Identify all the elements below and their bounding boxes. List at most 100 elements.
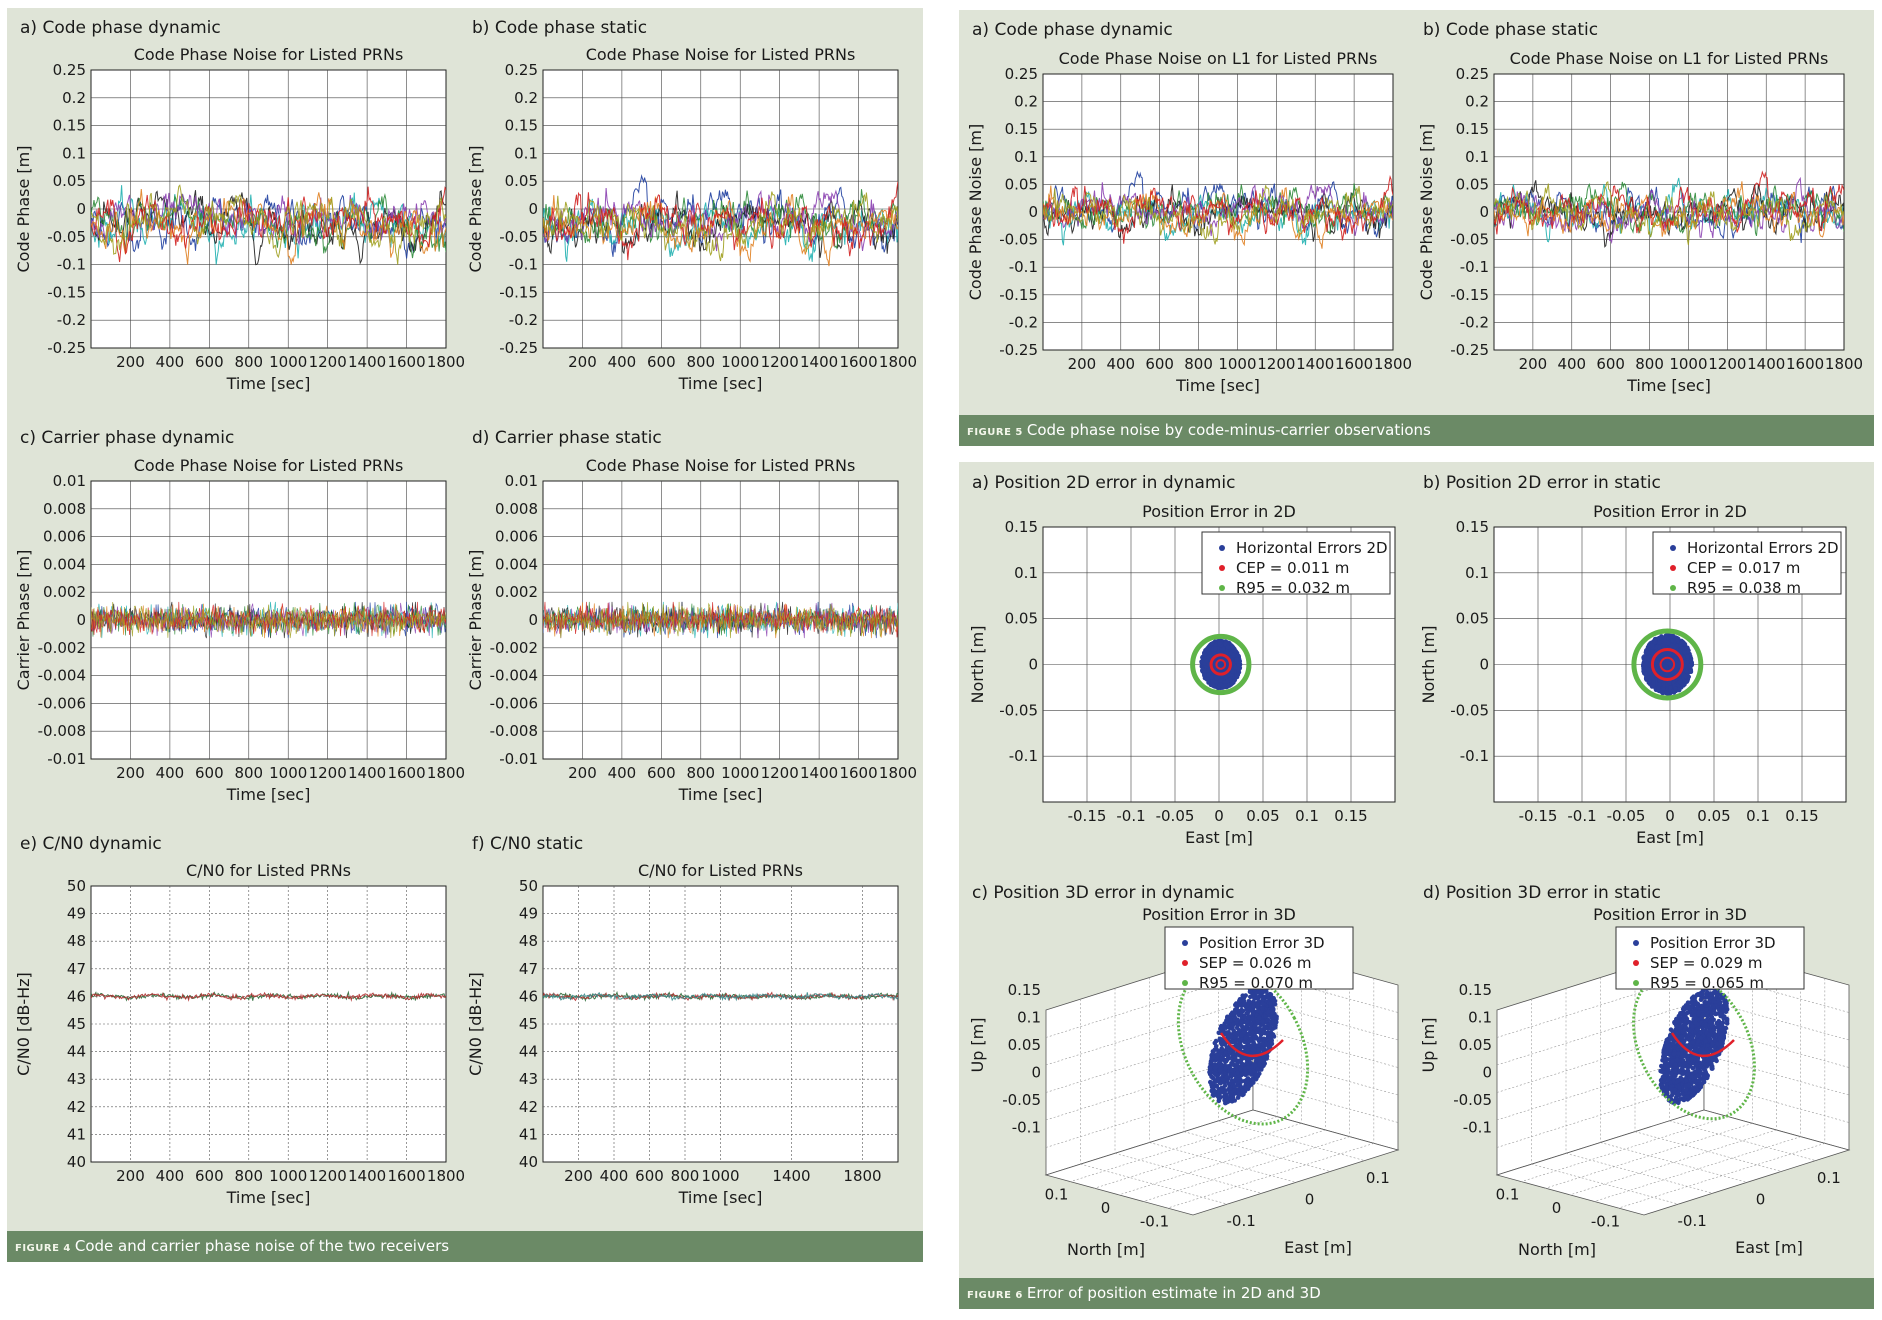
f4d-series-group — [543, 601, 898, 639]
figure4-caption: FIGURE 4 Code and carrier phase noise of … — [7, 1231, 923, 1262]
f6c-point — [1235, 1070, 1240, 1076]
f6a-xtick: -0.1 — [1116, 807, 1145, 825]
f6c-point — [1263, 1024, 1268, 1030]
f4a-xlabel: Time [sec] — [226, 374, 311, 393]
f6d-grid — [1634, 1131, 1783, 1172]
f6c-point — [1246, 1015, 1251, 1020]
f4c-ytick: 0.002 — [43, 583, 86, 601]
f4c-ytick: -0.002 — [38, 639, 86, 657]
f5b-chart: 0.250.20.150.10.050-0.05-0.1-0.15-0.2-0.… — [1417, 49, 1863, 395]
f6b-xtick: -0.05 — [1607, 807, 1646, 825]
f6c-point — [1247, 989, 1253, 994]
f5b-ytick: 0.25 — [1456, 65, 1489, 83]
f5a-ytick: -0.1 — [1009, 258, 1038, 276]
f6d-grid — [1565, 1153, 1714, 1194]
f4d-subtitle: d) Carrier phase static — [472, 428, 662, 448]
f6d-error-cloud — [1658, 984, 1730, 1106]
f6a-xtick: 0 — [1214, 807, 1224, 825]
f6a-legend-item: Horizontal Errors 2D — [1236, 539, 1388, 557]
f4a-ytick: 0.1 — [62, 144, 86, 162]
f4c-series-7 — [91, 601, 446, 637]
f6c-point — [1261, 1036, 1267, 1042]
f5b-series-7 — [1494, 170, 1844, 235]
f4f-ytick: 48 — [519, 932, 538, 950]
f4b-xlabel: Time [sec] — [678, 374, 763, 393]
f4a-ytick: -0.1 — [57, 256, 86, 274]
f6c-point — [1232, 1009, 1238, 1015]
f6c-point — [1230, 1095, 1236, 1100]
f6b-point — [1673, 656, 1679, 662]
f6c-point — [1240, 1088, 1245, 1094]
f4d-ytick: -0.006 — [490, 694, 538, 712]
f4a-series-8 — [91, 184, 446, 265]
f5b-xtick: 200 — [1519, 355, 1548, 373]
f6c-point — [1251, 1041, 1256, 1046]
f5a-series-1 — [1043, 170, 1393, 238]
f6c-point — [1267, 1025, 1272, 1031]
f4d-ytick: -0.008 — [490, 722, 538, 740]
f6a-point — [1225, 644, 1231, 650]
f4d-ytick: 0.01 — [505, 472, 538, 490]
f4a-ytick: 0 — [76, 200, 86, 218]
f4a-chart: 0.250.20.150.10.050-0.05-0.1-0.15-0.2-0.… — [14, 45, 465, 393]
f6c-point — [1234, 1019, 1240, 1024]
f6c-grid — [1252, 1054, 1399, 1096]
f4b-ytick: 0.25 — [505, 61, 538, 79]
f4b-series-7 — [543, 181, 898, 261]
f6a-point — [1206, 672, 1212, 678]
f6d-point — [1709, 1011, 1714, 1016]
f4e-ytick: 47 — [67, 960, 86, 978]
f5b-series-group — [1494, 170, 1844, 248]
f5b-ylabel: Code Phase Noise [m] — [1417, 124, 1436, 300]
f6b-legend-marker — [1670, 565, 1676, 571]
f6a-point — [1218, 678, 1224, 684]
f6b-point — [1643, 671, 1648, 676]
f5a-xtick: 1600 — [1335, 355, 1373, 373]
f4c-ytick: -0.004 — [38, 667, 86, 685]
f5a-chart: 0.250.20.150.10.050-0.05-0.1-0.15-0.2-0.… — [966, 49, 1412, 395]
f6b-cep-inner — [1659, 656, 1676, 673]
f4a-ytick: -0.15 — [47, 283, 86, 301]
f6c-point — [1255, 1019, 1260, 1024]
f6a-xtick: 0.15 — [1334, 807, 1367, 825]
f4f-xtick: 1400 — [772, 1167, 810, 1185]
f6c-point — [1257, 993, 1263, 999]
f4c-series-group — [91, 601, 446, 639]
f4d-xtick: 1400 — [800, 764, 838, 782]
f6c-point — [1251, 1004, 1256, 1009]
f6a-ytick: 0 — [1028, 656, 1038, 674]
f6a-ytick: -0.1 — [1009, 747, 1038, 765]
f4b-ytick: 0.15 — [505, 117, 538, 135]
f6c-point — [1230, 1061, 1235, 1067]
f4a-ylabel: Code Phase [m] — [14, 146, 33, 273]
f6d-north-label: North [m] — [1518, 1240, 1596, 1259]
f4f-subtitle: f) C/N0 static — [472, 834, 584, 854]
f6b-ytick: -0.05 — [1450, 701, 1489, 719]
f4e-xlabel: Time [sec] — [226, 1188, 311, 1207]
f4d-ytick: 0 — [528, 611, 538, 629]
f6c-point — [1229, 1068, 1234, 1073]
f6d-point — [1668, 1027, 1674, 1032]
f5b-ytick: 0.05 — [1456, 175, 1489, 193]
f6a-legend-box — [1201, 531, 1391, 595]
f6a-point — [1221, 646, 1226, 652]
f6c-point — [1235, 1095, 1241, 1100]
f6b-point — [1684, 679, 1689, 684]
f6d-ylabel: Up [m] — [1419, 1017, 1438, 1072]
f6a-legend-marker — [1219, 545, 1225, 551]
f4f-ylabel: C/N0 [dB-Hz] — [466, 972, 485, 1076]
f6c-point — [1226, 1055, 1232, 1061]
f6a-ytick: 0.05 — [1005, 610, 1038, 628]
f4f-xtick: 600 — [635, 1167, 664, 1185]
f6b-legend-item: R95 = 0.038 m — [1687, 579, 1801, 597]
f6c-point — [1270, 1006, 1276, 1012]
f4b-ytick: -0.2 — [509, 311, 538, 329]
f6a-r95-circle — [1190, 633, 1252, 696]
f6d-grid — [1496, 999, 1705, 1066]
f6d-grid — [1617, 1143, 1825, 1209]
f6b-point — [1683, 674, 1688, 679]
f4e-ytick: 48 — [67, 932, 86, 950]
figure4-caption-text: Code and carrier phase noise of the two … — [74, 1237, 450, 1255]
f4c-ytick: 0.01 — [53, 472, 86, 490]
f4d-ytick: -0.01 — [499, 750, 538, 768]
